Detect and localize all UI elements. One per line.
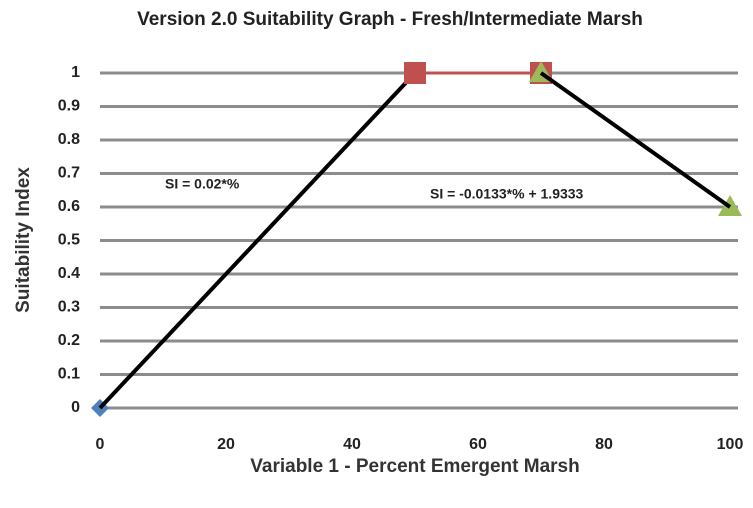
marker bbox=[404, 62, 426, 84]
annotation: SI = -0.0133*% + 1.9333 bbox=[430, 186, 584, 202]
y-tick-label: 0.8 bbox=[58, 131, 80, 148]
x-tick-label: 60 bbox=[469, 436, 487, 453]
x-tick-label: 100 bbox=[717, 436, 744, 453]
x-tick-label: 80 bbox=[595, 436, 613, 453]
y-axis-title: Suitability Index bbox=[13, 167, 34, 313]
y-tick-label: 0.3 bbox=[58, 299, 80, 316]
y-tick-label: 0 bbox=[71, 399, 80, 416]
y-tick-label: 0.2 bbox=[58, 332, 80, 349]
x-axis-title: Variable 1 - Percent Emergent Marsh bbox=[250, 456, 579, 477]
trendline bbox=[539, 71, 732, 209]
y-tick-label: 1 bbox=[71, 64, 80, 81]
y-tick-label: 0.6 bbox=[58, 198, 80, 215]
y-tick-label: 0.5 bbox=[58, 232, 80, 249]
y-tick-label: 0.9 bbox=[58, 98, 80, 115]
y-tick-label: 0.4 bbox=[58, 265, 80, 282]
chart-title: Version 2.0 Suitability Graph - Fresh/In… bbox=[137, 9, 643, 30]
x-tick-label: 20 bbox=[217, 436, 235, 453]
x-tick-label: 0 bbox=[96, 436, 105, 453]
annotation: SI = 0.02*% bbox=[165, 176, 240, 192]
y-tick-label: 0.7 bbox=[58, 165, 80, 182]
x-tick-label: 40 bbox=[343, 436, 361, 453]
trendline bbox=[98, 71, 417, 410]
y-tick-label: 0.1 bbox=[58, 366, 80, 383]
